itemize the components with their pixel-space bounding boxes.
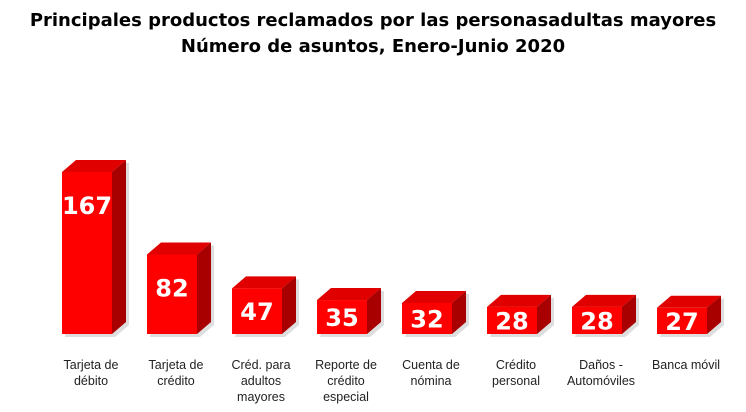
bar-side: [282, 276, 296, 334]
bar-side: [452, 290, 466, 334]
bar-front: [402, 302, 452, 334]
bar-front: [232, 288, 282, 334]
bar: 35: [317, 288, 384, 337]
bar-top: [487, 294, 551, 307]
bar-front: [487, 306, 537, 334]
bar-side: [707, 295, 721, 334]
bar-side: [367, 288, 381, 334]
bar-front: [147, 254, 197, 334]
bar-side: [622, 294, 636, 334]
data-label: 82: [155, 274, 188, 302]
category-label: Tarjeta de débito: [64, 358, 119, 388]
category-label: Tarjeta de crédito: [149, 358, 204, 388]
bar-front: [317, 300, 367, 334]
category-label: Crédito personal: [492, 358, 540, 388]
category-label: Créd. para adultos mayores: [231, 358, 290, 404]
data-label: 47: [240, 298, 273, 326]
chart-title-block: Principales productos reclamados por las…: [0, 8, 746, 60]
bar: 28: [487, 294, 554, 337]
data-label: 27: [665, 308, 698, 336]
bar-front: [657, 307, 707, 334]
chart-title: Principales productos reclamados por las…: [29, 10, 717, 31]
chart-subtitle: Número de asuntos, Enero-Junio 2020: [180, 36, 566, 57]
data-label: 28: [495, 307, 528, 335]
bar-side: [197, 242, 211, 334]
bar: 32: [402, 290, 469, 337]
bars-group: 167 82 47 35 32 28 28 27: [62, 160, 724, 337]
bar: 28: [572, 294, 639, 337]
bar-top: [402, 290, 466, 303]
bar-front: [572, 306, 622, 334]
data-label: 32: [410, 305, 443, 333]
bar: 167: [62, 160, 129, 337]
bar-top: [657, 295, 721, 308]
bar-side: [537, 294, 551, 334]
data-label: 35: [325, 304, 358, 332]
category-label: Cuenta de nómina: [402, 358, 460, 388]
data-label: 167: [62, 192, 112, 220]
category-label: Banca móvil: [652, 358, 720, 372]
bar-top: [62, 160, 126, 172]
category-label: Reporte de crédito especial: [315, 358, 377, 404]
category-label: Daños -Automóviles: [567, 358, 635, 388]
bar-top: [317, 288, 381, 301]
bar-top: [232, 276, 296, 289]
bar-top: [572, 294, 636, 307]
bar: 47: [232, 276, 299, 337]
bar: 27: [657, 295, 724, 337]
bar: 82: [147, 242, 214, 337]
data-label: 28: [580, 307, 613, 335]
bar-front: [62, 172, 112, 334]
bar-top: [147, 242, 211, 255]
bar-side: [112, 160, 126, 334]
